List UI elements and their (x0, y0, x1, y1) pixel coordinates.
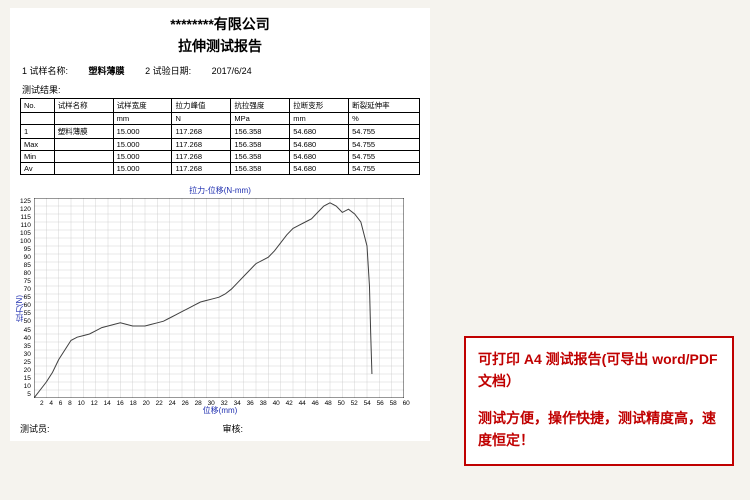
chart-svg (34, 198, 404, 398)
table-cell: Av (21, 163, 55, 175)
y-axis-label: 拉力(N) (14, 295, 25, 322)
table-cell: 54.755 (349, 139, 420, 151)
report-meta: 1 试样名称: 塑料薄膜 2 试验日期: 2017/6/24 (22, 64, 420, 77)
table-cell (54, 139, 113, 151)
sample-label: 1 试样名称: (22, 64, 68, 77)
table-cell (54, 151, 113, 163)
table-cell: 117.268 (172, 163, 231, 175)
report-footer: 测试员: 审核: (20, 422, 420, 435)
table-cell: 156.358 (231, 139, 290, 151)
col-header: 试样宽度 (113, 99, 172, 113)
reviewer-label: 审核: (223, 424, 244, 434)
col-unit: N (172, 113, 231, 125)
col-unit: MPa (231, 113, 290, 125)
table-body: 1塑料薄膜15.000117.268156.35854.68054.755Max… (21, 125, 420, 175)
table-cell: 54.755 (349, 163, 420, 175)
table-cell: Max (21, 139, 55, 151)
col-unit: % (349, 113, 420, 125)
results-label: 测试结果: (22, 83, 420, 96)
table-cell: 15.000 (113, 163, 172, 175)
table-cell: 15.000 (113, 139, 172, 151)
table-cell: 54.755 (349, 125, 420, 139)
table-cell: 117.268 (172, 125, 231, 139)
table-cell: 1 (21, 125, 55, 139)
table-cell: 156.358 (231, 151, 290, 163)
table-head: No.试样名称试样宽度拉力峰值抗拉强度拉断变形断裂延伸率mmNMPamm% (21, 99, 420, 125)
col-header: 抗拉强度 (231, 99, 290, 113)
table-row: Min 15.000117.268156.35854.68054.755 (21, 151, 420, 163)
table-cell: 15.000 (113, 151, 172, 163)
table-cell: 54.680 (290, 163, 349, 175)
table-cell (54, 163, 113, 175)
tester-label: 测试员: (20, 422, 220, 435)
col-header: 拉断变形 (290, 99, 349, 113)
report-page: ********有限公司 拉伸测试报告 1 试样名称: 塑料薄膜 2 试验日期:… (10, 8, 430, 441)
date-value: 2017/6/24 (212, 66, 252, 76)
date-label: 2 试验日期: (145, 64, 191, 77)
callout-box: 可打印 A4 测试报告(可导出 word/PDF 文档） 测试方便，操作快捷，测… (464, 336, 734, 466)
table-cell: 156.358 (231, 125, 290, 139)
table-row: 1塑料薄膜15.000117.268156.35854.68054.755 (21, 125, 420, 139)
report-title: 拉伸测试报告 (20, 36, 420, 56)
table-cell: 156.358 (231, 163, 290, 175)
table-cell: 117.268 (172, 151, 231, 163)
col-unit: mm (113, 113, 172, 125)
table-row: Max 15.000117.268156.35854.68054.755 (21, 139, 420, 151)
col-header: 断裂延伸率 (349, 99, 420, 113)
chart-title: 拉力-位移(N-mm) (20, 185, 420, 196)
col-unit: mm (290, 113, 349, 125)
table-cell: 54.680 (290, 125, 349, 139)
table-cell: 54.680 (290, 139, 349, 151)
company-name: ********有限公司 (20, 14, 420, 34)
col-header: 拉力峰值 (172, 99, 231, 113)
table-cell: 15.000 (113, 125, 172, 139)
table-cell: 54.680 (290, 151, 349, 163)
table-cell: 塑料薄膜 (54, 125, 113, 139)
col-header: No. (21, 99, 55, 113)
chart-area: 拉力-位移(N-mm) 拉力(N) 1251201151101051009590… (20, 185, 420, 416)
table-cell: 54.755 (349, 151, 420, 163)
col-unit (21, 113, 55, 125)
col-unit (54, 113, 113, 125)
callout-line-1: 可打印 A4 测试报告(可导出 word/PDF 文档） (478, 348, 720, 393)
results-table: No.试样名称试样宽度拉力峰值抗拉强度拉断变形断裂延伸率mmNMPamm% 1塑… (20, 98, 420, 175)
table-row: Av 15.000117.268156.35854.68054.755 (21, 163, 420, 175)
table-cell: Min (21, 151, 55, 163)
col-header: 试样名称 (54, 99, 113, 113)
callout-line-2: 测试方便，操作快捷，测试精度高，速度恒定！ (478, 407, 720, 452)
sample-value: 塑料薄膜 (89, 66, 125, 76)
table-cell: 117.268 (172, 139, 231, 151)
